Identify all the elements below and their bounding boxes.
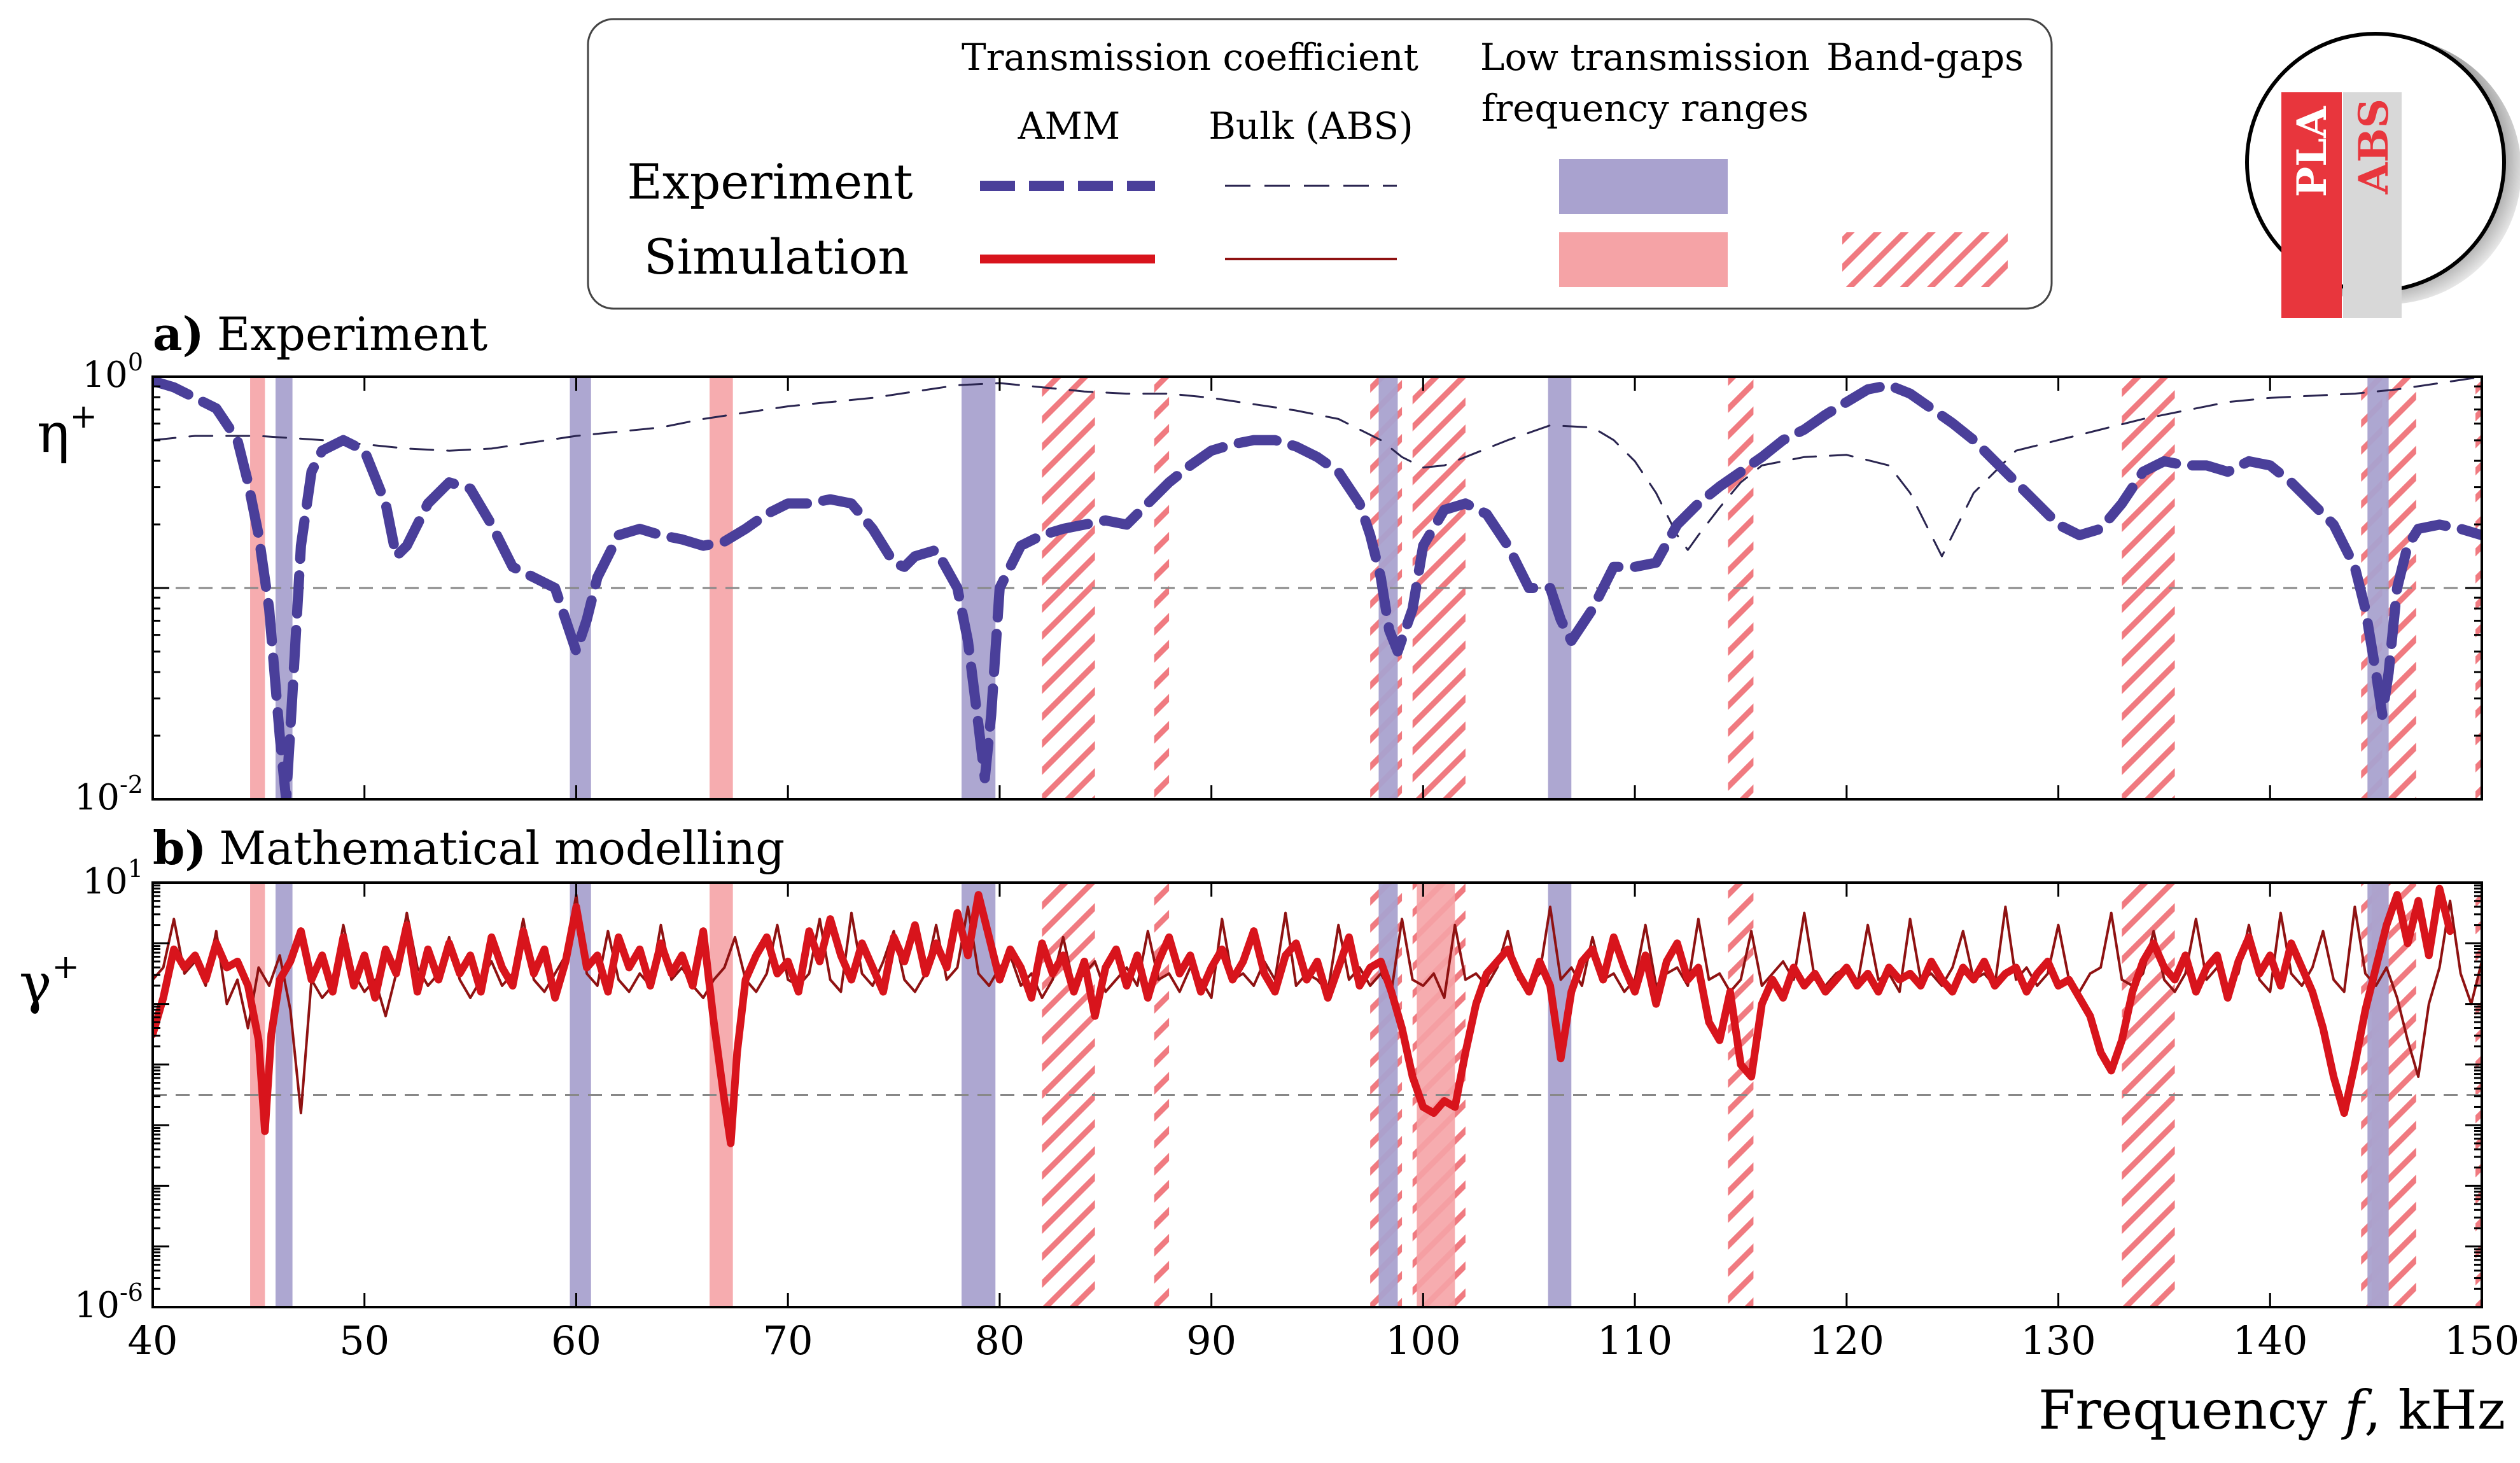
legend-header-bulk: Bulk (ABS)	[1208, 104, 1413, 148]
sample-abs-label: ABS	[2350, 99, 2398, 195]
x-tick-label-10: 140	[2232, 1317, 2307, 1364]
x-tick-label-11: 150	[2444, 1317, 2519, 1364]
sample-pla-bar	[2281, 92, 2342, 318]
panel-a-ylabel-symbol: η	[37, 402, 70, 465]
panel-b-title: b) Mathematical modelling	[153, 821, 785, 875]
sample-icon: PLA ABS	[2245, 32, 2520, 318]
panel-a-series-thin-dashed	[153, 377, 2482, 557]
panel-a-ytick-bottom-base: 10	[74, 777, 120, 818]
x-tick-label-9: 130	[2020, 1317, 2096, 1364]
panel-a-ytick-bottom: 10-2	[74, 771, 143, 818]
legend-bandgap-swatch	[1842, 232, 2008, 287]
x-tick-labels: 40 50 60 70 80 90 100 110 120 130 140 150	[128, 1317, 2520, 1364]
x-tick-label-8: 120	[1809, 1317, 1884, 1364]
legend-header-bandgaps: Band-gaps	[1826, 36, 2024, 79]
panel-b: b) Mathematical modelling γ+ 101 10-6	[19, 821, 2483, 1326]
panel-a-ticks	[151, 375, 2483, 801]
panel-b-lines	[153, 885, 2482, 1147]
panel-b-ytick-bottom-base: 10	[74, 1285, 120, 1326]
panel-a-series-thick-dashed	[153, 377, 2482, 799]
panel-a-ytick-top-base: 10	[83, 354, 128, 396]
legend-header-low-line1: Low transmission	[1480, 36, 1810, 79]
panel-b-label: b)	[153, 821, 206, 875]
x-tick-label-7: 110	[1597, 1317, 1672, 1364]
legend: Transmission coefficient AMM Bulk (ABS) …	[587, 18, 2053, 310]
panel-b-ylabel: γ+	[19, 948, 80, 1016]
legend-low-sim-swatch	[1559, 232, 1728, 287]
panel-a: a) Experiment η+ 100 10-2	[37, 307, 2483, 818]
x-axis-label-suffix: , kHz	[2364, 1379, 2505, 1441]
panel-b-title-text: Mathematical modelling	[219, 822, 785, 875]
legend-header-transmission: Transmission coefficient	[962, 36, 1418, 79]
panel-b-ticks	[151, 881, 2483, 1308]
panel-a-lines	[153, 377, 2482, 799]
x-tick-label-0: 40	[128, 1317, 178, 1364]
x-tick-label-5: 90	[1186, 1317, 1236, 1364]
legend-row-experiment: Experiment	[627, 153, 913, 210]
panel-b-ytick-top: 101	[83, 855, 143, 902]
panel-b-ytick-bottom-exp: -6	[120, 1278, 143, 1306]
x-axis-label-prefix: Frequency	[2038, 1379, 2344, 1441]
panel-b-series-thick-solid	[153, 885, 2454, 1147]
panel-a-ytick-top-exp: 0	[128, 348, 143, 376]
panel-a-title: a) Experiment	[153, 307, 487, 361]
sample-abs-bar	[2343, 92, 2402, 318]
panel-b-frame	[151, 881, 2483, 1308]
panel-a-ytick-bottom-exp: -2	[120, 771, 143, 799]
panel-a-ylabel-sup: +	[70, 398, 98, 436]
legend-low-exp-swatch	[1559, 159, 1728, 214]
legend-header-amm: AMM	[1018, 104, 1121, 148]
x-axis-label: Frequency f, kHz	[2038, 1379, 2505, 1441]
panel-a-ylabel: η+	[37, 398, 97, 465]
panel-a-title-text: Experiment	[217, 307, 488, 361]
panel-b-ylabel-symbol: γ	[19, 952, 52, 1016]
legend-header-low-line2: frequency ranges	[1481, 87, 1809, 130]
panel-b-series-thin-solid	[153, 893, 2482, 1115]
panel-b-ytick-top-base: 10	[83, 861, 128, 902]
x-tick-label-6: 100	[1385, 1317, 1460, 1364]
panel-b-ylabel-sup: +	[52, 948, 80, 986]
panel-b-ytick-bottom: 10-6	[74, 1278, 143, 1326]
legend-row-simulation: Simulation	[644, 228, 909, 285]
panel-b-ytick-top-exp: 1	[128, 855, 143, 883]
x-tick-label-1: 50	[339, 1317, 389, 1364]
panel-a-ytick-top: 100	[83, 348, 143, 396]
x-tick-label-4: 80	[974, 1317, 1025, 1364]
x-tick-label-2: 60	[551, 1317, 601, 1364]
panel-a-label: a)	[153, 307, 204, 361]
x-tick-label-3: 70	[763, 1317, 813, 1364]
sample-pla-label: PLA	[2288, 106, 2336, 197]
